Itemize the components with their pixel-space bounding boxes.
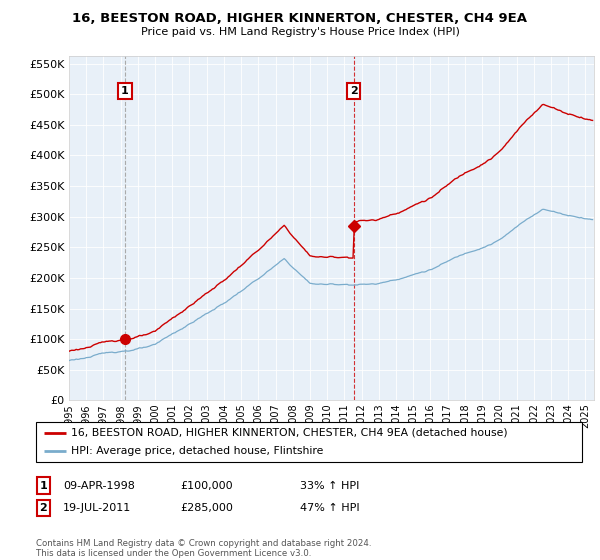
Text: 16, BEESTON ROAD, HIGHER KINNERTON, CHESTER, CH4 9EA (detached house): 16, BEESTON ROAD, HIGHER KINNERTON, CHES… bbox=[71, 428, 508, 437]
Text: 1: 1 bbox=[121, 86, 129, 96]
Text: HPI: Average price, detached house, Flintshire: HPI: Average price, detached house, Flin… bbox=[71, 446, 324, 456]
Text: 33% ↑ HPI: 33% ↑ HPI bbox=[300, 480, 359, 491]
Text: 09-APR-1998: 09-APR-1998 bbox=[63, 480, 135, 491]
Text: Price paid vs. HM Land Registry's House Price Index (HPI): Price paid vs. HM Land Registry's House … bbox=[140, 27, 460, 37]
Text: £285,000: £285,000 bbox=[180, 503, 233, 513]
Text: 1: 1 bbox=[40, 480, 47, 491]
Text: Contains HM Land Registry data © Crown copyright and database right 2024.
This d: Contains HM Land Registry data © Crown c… bbox=[36, 539, 371, 558]
Text: 47% ↑ HPI: 47% ↑ HPI bbox=[300, 503, 359, 513]
Text: 16, BEESTON ROAD, HIGHER KINNERTON, CHESTER, CH4 9EA: 16, BEESTON ROAD, HIGHER KINNERTON, CHES… bbox=[73, 12, 527, 25]
Text: 19-JUL-2011: 19-JUL-2011 bbox=[63, 503, 131, 513]
Text: 2: 2 bbox=[350, 86, 358, 96]
Text: £100,000: £100,000 bbox=[180, 480, 233, 491]
Text: 2: 2 bbox=[40, 503, 47, 513]
